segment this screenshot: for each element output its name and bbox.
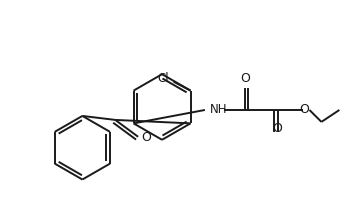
Text: NH: NH <box>210 103 227 116</box>
Text: O: O <box>141 131 151 144</box>
Text: O: O <box>299 103 309 116</box>
Text: Cl: Cl <box>157 72 169 85</box>
Text: O: O <box>240 72 250 85</box>
Text: O: O <box>273 122 282 135</box>
